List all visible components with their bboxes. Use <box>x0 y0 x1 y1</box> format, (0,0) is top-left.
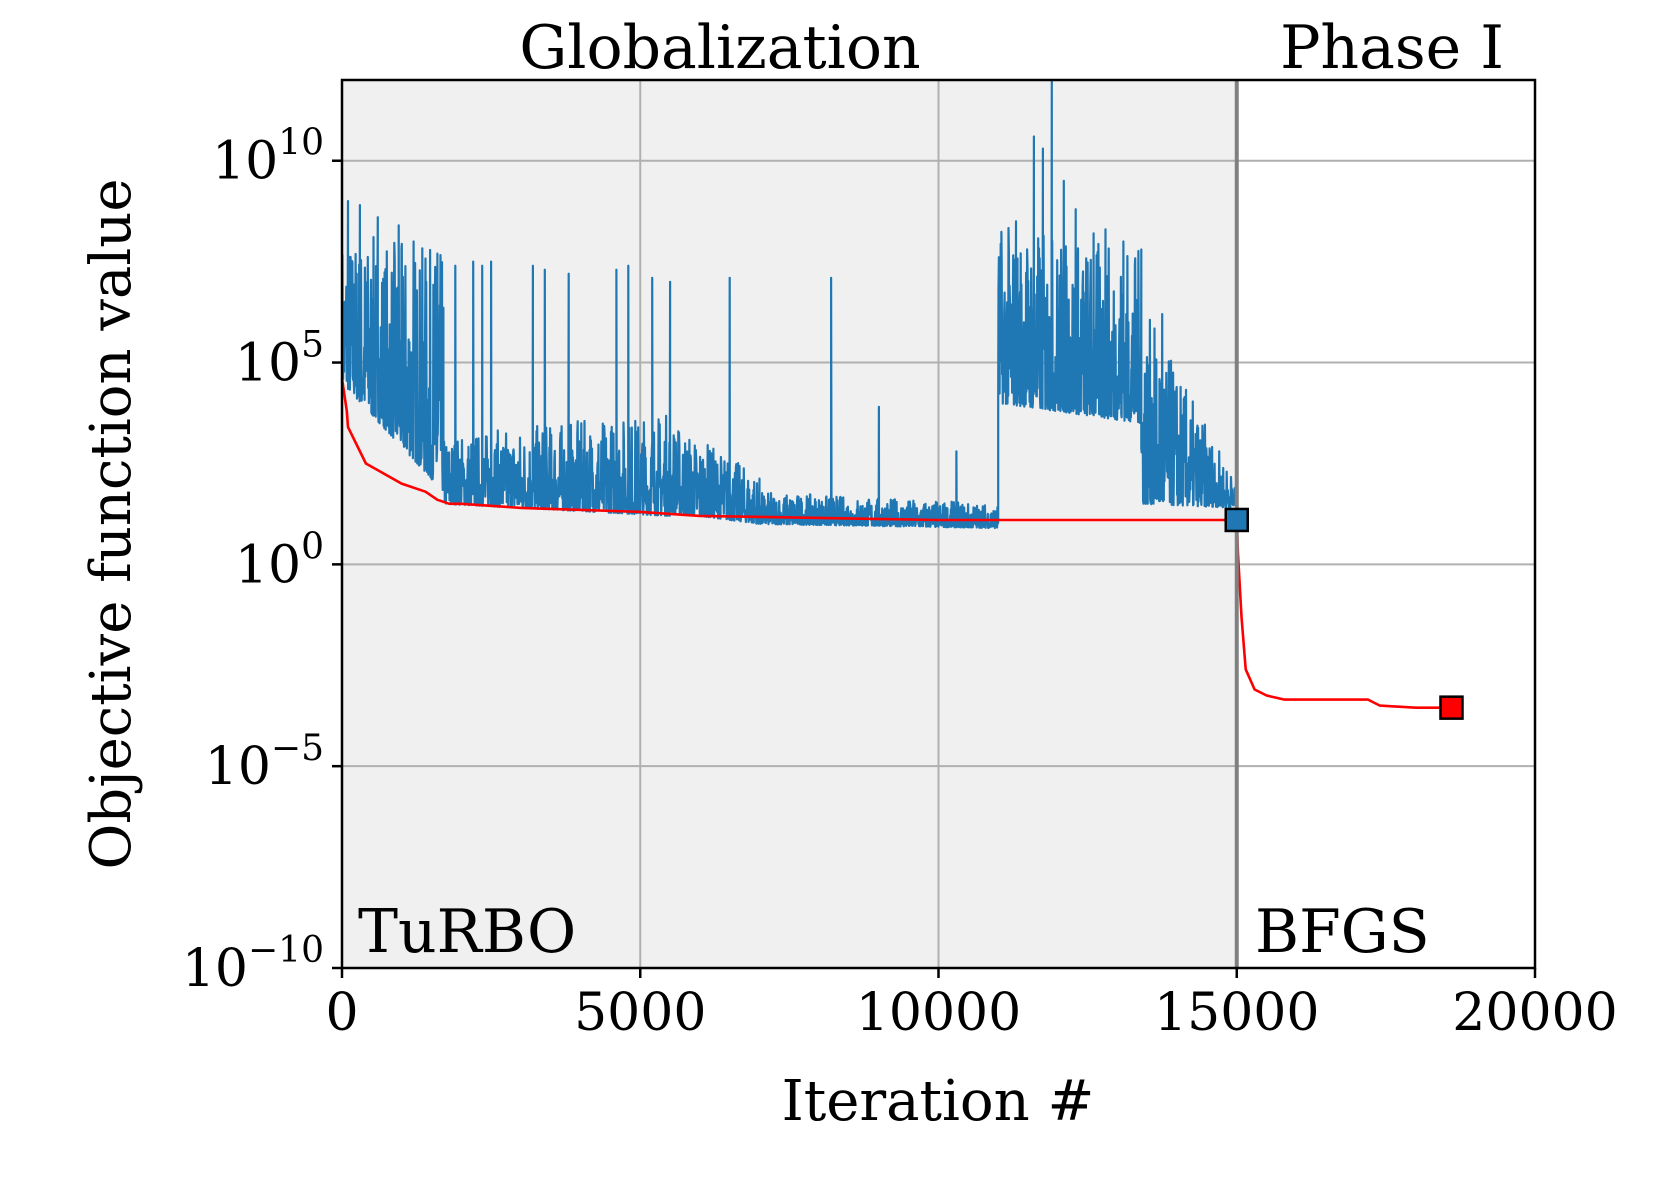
method-label-bfgs: BFGS <box>1255 897 1430 967</box>
x-tick-label: 5000 <box>574 983 706 1043</box>
series-line-evaluations <box>342 80 1238 530</box>
y-tick-label: 100 <box>235 526 324 595</box>
series-layer <box>340 80 1452 709</box>
phase-label-phase-i: Phase I <box>1280 13 1504 83</box>
x-tick-label: 0 <box>325 983 358 1043</box>
series-line-best <box>340 378 1452 709</box>
marker-final <box>1439 695 1464 720</box>
y-tick-label: 10−5 <box>205 728 324 797</box>
y-axis-label: Objective function value <box>79 179 144 870</box>
y-tick-label: 1010 <box>212 123 324 192</box>
x-tick-label: 20000 <box>1452 983 1617 1043</box>
y-tick-label: 105 <box>235 325 324 394</box>
x-axis-ticks: 0 5000 10000 15000 20000 <box>325 968 1618 1043</box>
method-label-turbo: TuRBO <box>358 897 576 967</box>
y-tick-label: 10−10 <box>182 930 324 999</box>
marker-phase-switch <box>1224 507 1249 533</box>
phase-label-globalization: Globalization <box>519 13 920 83</box>
marker-layer <box>1224 507 1464 720</box>
x-tick-label: 15000 <box>1154 983 1319 1043</box>
x-tick-label: 10000 <box>856 983 1021 1043</box>
y-axis-ticks: 10−10 10−5 100 105 1010 <box>182 123 342 999</box>
x-axis-label: Iteration # <box>782 1069 1095 1134</box>
